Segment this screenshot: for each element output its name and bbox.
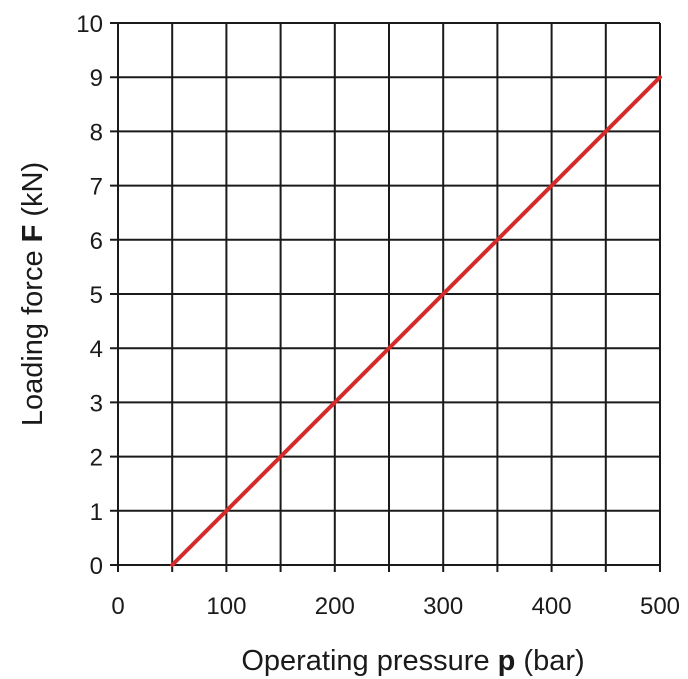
x-tick-label: 300	[423, 593, 463, 620]
y-tick-label: 6	[90, 228, 103, 255]
y-axis-title: Loading force F (kN)	[17, 162, 49, 426]
series-line	[170, 75, 662, 567]
grid	[110, 22, 661, 572]
x-tick-label: 0	[111, 593, 124, 620]
y-tick-label: 9	[90, 65, 103, 92]
y-tick-label: 8	[90, 119, 103, 146]
y-tick-label: 2	[90, 445, 103, 472]
y-tick-label: 4	[90, 336, 103, 363]
x-tick-label: 200	[315, 593, 355, 620]
x-axis-title: Operating pressure p (bar)	[241, 645, 584, 677]
x-tick-label: 500	[640, 593, 680, 620]
y-tick-label: 7	[90, 174, 103, 201]
y-tick-label: 0	[90, 553, 103, 580]
y-tick-labels: 0 1 2 3 4 5 6 7 8 9 10	[76, 11, 103, 580]
y-tick-label: 3	[90, 390, 103, 417]
x-tick-labels: 0 100 200 300 400 500	[111, 593, 680, 620]
y-tick-label: 5	[90, 282, 103, 309]
x-tick-label: 400	[532, 593, 572, 620]
series-layer	[170, 75, 662, 567]
y-tick-label: 10	[76, 11, 103, 38]
y-tick-label: 1	[90, 499, 103, 526]
x-tick-label: 100	[206, 593, 246, 620]
